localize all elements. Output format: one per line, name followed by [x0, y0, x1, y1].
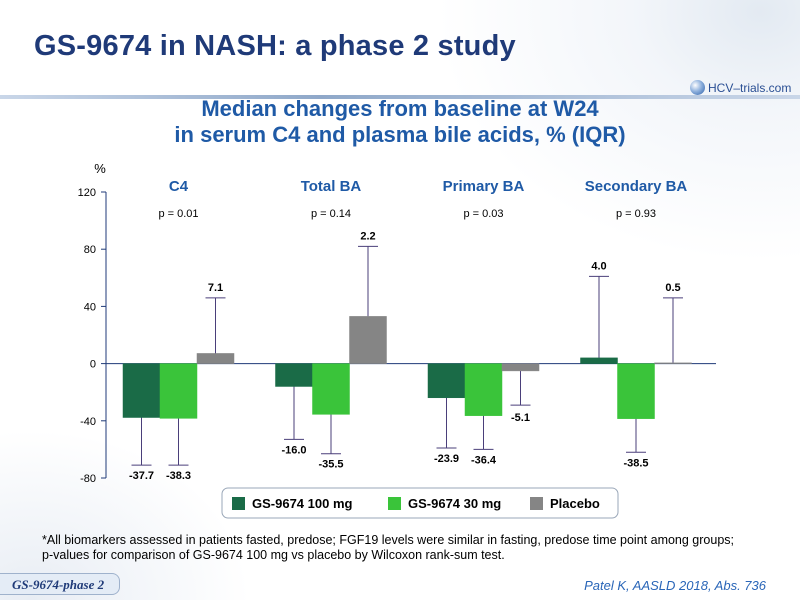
chart-title: Median changes from baseline at W24 in s…	[100, 96, 700, 148]
whisker-layer	[131, 245, 683, 466]
site-logo: HCV–trials.com	[690, 80, 791, 95]
chart-title-line-2: in serum C4 and plasma bile acids, % (IQ…	[174, 122, 626, 147]
bar	[275, 363, 313, 387]
data-label: -23.9	[434, 453, 459, 465]
y-tick-label: 0	[90, 359, 96, 371]
p-value-label: p = 0.14	[311, 208, 351, 220]
legend: GS-9674 100 mg GS-9674 30 mg Placebo	[221, 487, 619, 519]
data-label: -5.1	[511, 412, 530, 424]
p-value-label: p = 0.93	[616, 208, 656, 220]
globe-icon	[690, 80, 705, 95]
legend-box	[221, 487, 619, 519]
bar	[501, 363, 540, 372]
category-label: Total BA	[301, 178, 362, 195]
data-label: 2.2	[360, 230, 375, 242]
bar	[654, 362, 692, 364]
data-label: 0.5	[665, 282, 680, 294]
data-label: -35.5	[318, 459, 343, 471]
data-label: -36.4	[471, 454, 497, 466]
legend-label: GS-9674 100 mg	[252, 496, 353, 511]
footnote: *All biomarkers assessed in patients fas…	[42, 533, 787, 563]
category-label: Primary BA	[443, 178, 525, 195]
legend-swatch	[530, 497, 543, 510]
citation: Patel K, AASLD 2018, Abs. 736	[584, 578, 766, 593]
bar-layer	[122, 316, 692, 419]
data-label: -37.7	[129, 470, 154, 482]
y-tick-label: 80	[84, 244, 96, 256]
data-label: 7.1	[208, 282, 223, 294]
label-layer: C4 p = 0.01 -37.7 -38.3 7.1 Total BA p = 0.14 -…	[129, 178, 687, 482]
legend-label: GS-9674 30 mg	[408, 496, 501, 511]
data-label: -16.0	[281, 444, 306, 456]
title-divider	[0, 95, 800, 99]
category-label: Secondary BA	[585, 178, 688, 195]
y-tick-label: -80	[80, 473, 96, 485]
bar	[464, 363, 503, 416]
footnote-line-1: *All biomarkers assessed in patients fas…	[42, 533, 734, 547]
category-label: C4	[169, 178, 189, 195]
bar	[580, 357, 618, 364]
bar	[159, 363, 198, 419]
bar	[312, 363, 350, 415]
chart-title-line-1: Median changes from baseline at W24	[201, 96, 599, 121]
p-value-label: p = 0.03	[463, 208, 503, 220]
y-axis-label: %	[94, 161, 106, 176]
data-label: 4.0	[591, 260, 606, 272]
p-value-label: p = 0.01	[158, 208, 198, 220]
slide-title: GS-9674 in NASH: a phase 2 study	[34, 30, 516, 62]
y-tick-label: -40	[80, 416, 96, 428]
bar	[427, 363, 466, 399]
data-label: -38.3	[166, 470, 191, 482]
y-tick-label: 40	[84, 301, 96, 313]
study-tag: GS-9674-phase 2	[0, 573, 120, 595]
bar	[122, 363, 161, 418]
legend-label: Placebo	[550, 496, 600, 511]
data-label: -38.5	[623, 457, 648, 469]
legend-swatch	[232, 497, 245, 510]
footnote-line-2: p-values for comparison of GS-9674 100 m…	[42, 548, 505, 562]
y-tick-label: 120	[78, 187, 96, 199]
axis-layer: -80 -40 0 40 80 120	[78, 187, 716, 485]
legend-swatch	[388, 497, 401, 510]
bar	[196, 353, 235, 364]
logo-text: HCV–trials.com	[708, 80, 792, 95]
bar	[617, 363, 655, 419]
bar	[349, 316, 387, 364]
